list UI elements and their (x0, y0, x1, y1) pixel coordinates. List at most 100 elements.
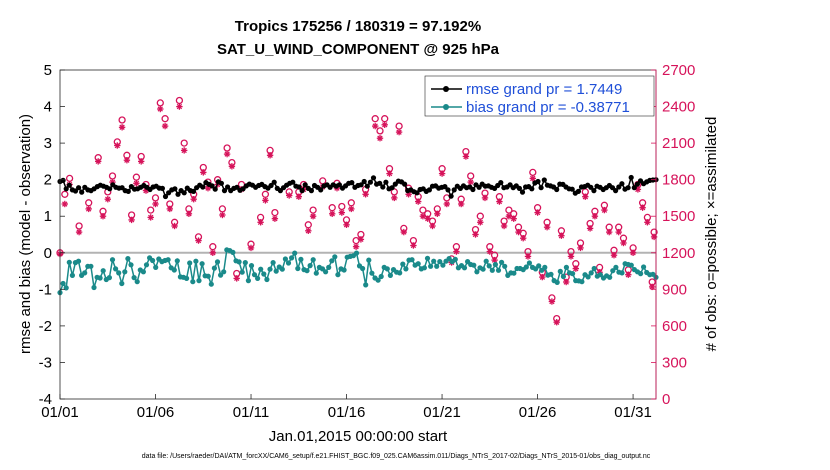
bias-point (270, 260, 276, 266)
obs-assimilated-marker (524, 253, 532, 260)
rmse-point (470, 186, 476, 193)
bias-point (323, 269, 329, 275)
obs-assimilated-marker (95, 158, 102, 165)
obs-assimilated-marker (591, 213, 599, 220)
rmse-point (613, 188, 619, 194)
bias-point (251, 272, 258, 278)
bias-point (329, 258, 335, 264)
obs-assimilated-marker (85, 205, 92, 213)
x-tick-label: 01/06 (137, 404, 175, 421)
obs-assimilated-marker (486, 248, 493, 255)
bias-point (236, 259, 242, 265)
x-axis-label: Jan.01,2015 00:00:00 start (269, 428, 448, 445)
bias-point (483, 258, 489, 264)
bias-point (307, 263, 313, 269)
bias-point (143, 262, 150, 268)
obs-assimilated-marker (209, 249, 216, 256)
obs-assimilated-marker (467, 178, 474, 186)
y2-tick-label: 1800 (662, 172, 695, 189)
y-tick-label: 0 (44, 245, 52, 262)
bias-point (205, 273, 211, 279)
bias-point (285, 260, 292, 266)
bias-point (353, 250, 360, 256)
bias-point (588, 270, 594, 276)
bias-point (440, 262, 446, 268)
rmse-point (448, 193, 454, 199)
obs-assimilated-marker (262, 197, 269, 204)
bias-point (100, 268, 106, 274)
bias-point (563, 264, 570, 270)
rmse-point (358, 182, 364, 188)
bias-point (134, 279, 140, 285)
obs-assimilated-marker (515, 228, 522, 236)
rmse-point (389, 185, 395, 191)
obs-assimilated-marker (247, 244, 255, 252)
rmse-point (162, 193, 169, 200)
x-tick-label: 01/21 (423, 404, 461, 421)
rmse-point (370, 175, 377, 181)
rmse-point (107, 186, 113, 192)
legend-rmse-marker (443, 86, 449, 92)
rmse-point (271, 179, 277, 185)
chart-title: Tropics 175256 / 180319 = 97.192% (235, 18, 481, 35)
obs-assimilated-marker (534, 209, 541, 216)
x-tick-label: 01/11 (233, 404, 269, 421)
rmse-point (308, 188, 314, 194)
y2-tick-label: 1200 (662, 245, 695, 262)
rmse-point (442, 184, 448, 190)
obs-assimilated-marker (357, 236, 365, 243)
obs-assimilated-marker (305, 227, 312, 234)
obs-possible-marker (161, 115, 169, 123)
bias-point (193, 258, 199, 264)
obs-possible-marker (371, 115, 379, 123)
bias-point (97, 275, 103, 281)
rmse-point (414, 190, 420, 196)
rmse-point (181, 190, 187, 196)
bias-point (591, 265, 597, 272)
bias-point (560, 273, 567, 280)
bias-point (116, 270, 122, 276)
rmse-point (336, 182, 342, 188)
bias-point (187, 260, 193, 266)
bias-point (109, 257, 116, 263)
rmse-point (175, 191, 181, 197)
rmse-point (72, 188, 79, 194)
obs-assimilated-marker (424, 215, 431, 222)
bias-point (366, 257, 372, 263)
bias-point (171, 267, 177, 273)
rmse-point (302, 182, 308, 188)
rmse-point (426, 187, 432, 193)
rmse-point (299, 188, 305, 194)
obs-assimilated-marker (577, 244, 584, 252)
obs-possible-marker (61, 190, 69, 198)
bias-point (75, 258, 82, 264)
rmse-point (349, 180, 355, 186)
bias-point (82, 270, 88, 276)
bias-point (128, 262, 134, 268)
bias-point (69, 272, 75, 278)
rmse-point (591, 188, 597, 194)
bias-point (335, 272, 341, 278)
obs-assimilated-marker (147, 214, 154, 221)
bias-point (60, 280, 66, 287)
bias-point (585, 274, 591, 280)
bias-point (489, 267, 495, 273)
obs-assimilated-marker (104, 196, 111, 203)
rmse-point (529, 186, 535, 192)
obs-assimilated-marker (481, 194, 489, 202)
x-tick-label: 01/16 (328, 404, 366, 421)
rmse-point (575, 188, 582, 194)
bias-point (258, 266, 264, 272)
obs-assimilated-marker (185, 210, 193, 217)
obs-assimilated-marker (582, 193, 589, 200)
obs-assimilated-marker (128, 216, 135, 224)
rmse-point (616, 184, 622, 190)
obs-assimilated-marker (195, 237, 202, 244)
bias-point (557, 268, 563, 274)
bias-point (261, 271, 267, 277)
y2-axis-label: # of obs: o=possible; ×=assimilated (703, 117, 720, 352)
rmse-point (519, 189, 526, 195)
bias-point (378, 273, 384, 280)
obs-assimilated-marker (75, 228, 83, 236)
